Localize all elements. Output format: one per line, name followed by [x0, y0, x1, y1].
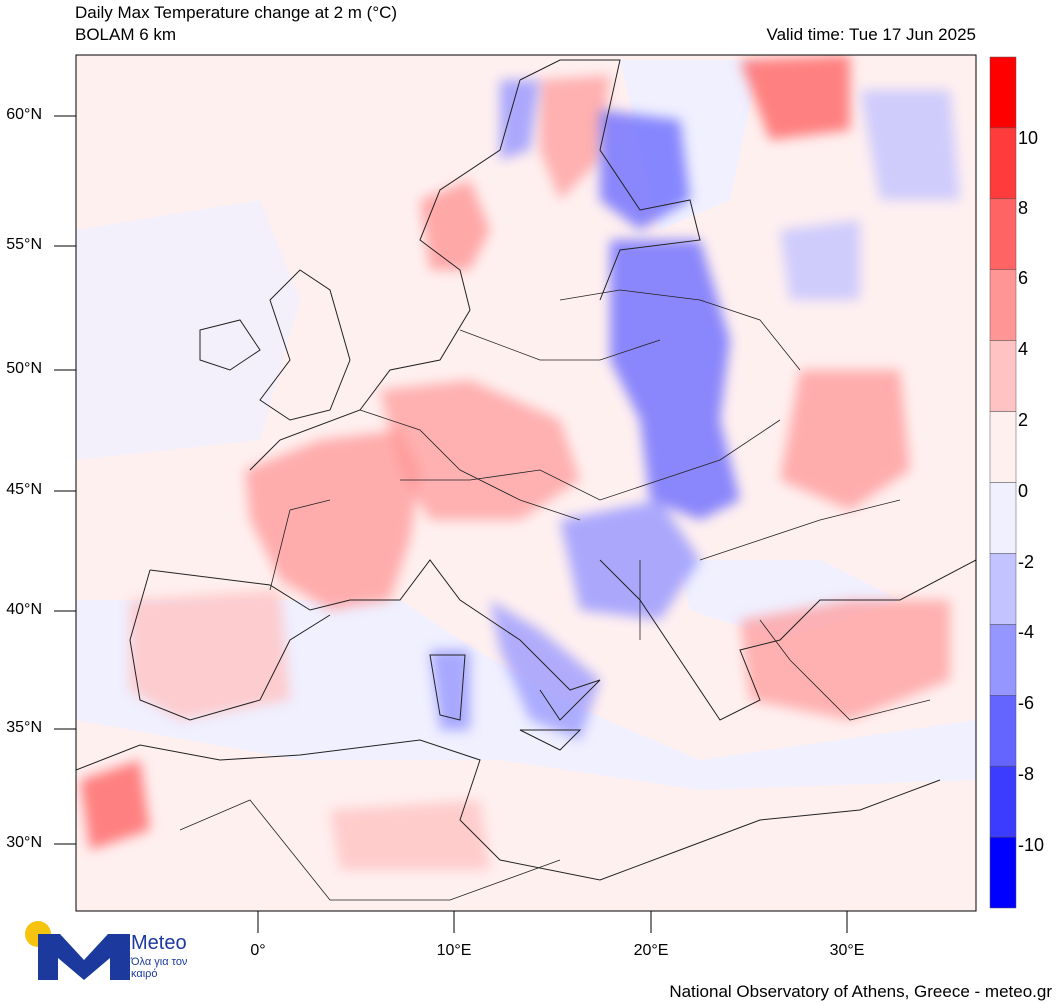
- coastlines: [76, 59, 976, 881]
- colorbar: [989, 56, 1017, 909]
- lat-label-35: 35°N: [6, 719, 42, 736]
- colorbar-swatch: [989, 269, 1017, 341]
- cold-russia-north: [860, 90, 960, 200]
- warm-morocco: [80, 760, 150, 850]
- chart-title: Daily Max Temperature change at 2 m (°C)…: [75, 2, 397, 46]
- lat-label-60: 60°N: [6, 106, 42, 123]
- lat-label-55: 55°N: [6, 236, 42, 253]
- colorbar-label-6: 6: [1018, 268, 1029, 288]
- footer-credit: National Observatory of Athens, Greece -…: [669, 982, 1052, 1001]
- logo-tagline: Όλα για τον καιρό: [131, 956, 188, 980]
- colorbar-label-minus10: -10: [1018, 835, 1045, 855]
- lon-label-10e: 10°E: [436, 942, 472, 959]
- valid-time: Valid time: Tue 17 Jun 2025: [766, 25, 977, 44]
- warm-ukraine: [780, 370, 910, 510]
- colorbar-swatch: [989, 553, 1017, 625]
- colorbar-label-minus6: -6: [1018, 693, 1035, 713]
- cold-sardinia: [430, 650, 470, 730]
- colorbar-swatch: [989, 127, 1017, 200]
- map-frame: [75, 54, 977, 912]
- warm-russia: [740, 55, 850, 140]
- colorbar-swatch: [989, 340, 1017, 412]
- colorbar-swatch: [989, 411, 1017, 483]
- meteo-logo[interactable]: Meteo Όλα για τον καιρό: [24, 920, 204, 980]
- colorbar-swatch: [989, 482, 1017, 554]
- warm-turkey: [740, 600, 950, 720]
- colorbar-label-minus8: -8: [1018, 764, 1035, 784]
- black-sea: [680, 560, 900, 640]
- lon-label-20e: 20°E: [633, 942, 669, 959]
- lat-label-40: 40°N: [6, 601, 42, 618]
- lat-label-30: 30°N: [6, 834, 42, 851]
- lon-label-30e: 30°E: [829, 942, 865, 959]
- warm-iberia: [130, 590, 290, 720]
- warm-sahara: [330, 800, 490, 870]
- borders: [179, 289, 931, 901]
- title-line-1: Daily Max Temperature change at 2 m (°C): [75, 3, 398, 22]
- colorbar-swatch: [989, 836, 1017, 909]
- colorbar-label-4: 4: [1018, 339, 1029, 359]
- warm-norway: [420, 180, 490, 270]
- colorbar-label-minus4: -4: [1018, 622, 1035, 642]
- cold-poland: [610, 240, 740, 520]
- lat-label-45: 45°N: [6, 481, 42, 498]
- warm-sweden: [540, 75, 610, 200]
- cold-italy: [490, 600, 600, 740]
- warm-germany: [380, 380, 580, 520]
- axis-ticks: [54, 115, 848, 933]
- title-line-2: BOLAM 6 km: [75, 25, 177, 44]
- colorbar-label-8: 8: [1018, 198, 1029, 218]
- cold-finland: [600, 110, 690, 230]
- colorbar-label-10: 10: [1018, 128, 1039, 148]
- colorbar-swatch: [989, 198, 1017, 270]
- logo-brand: Meteo: [131, 932, 187, 954]
- colorbar-label-0: 0: [1018, 481, 1029, 501]
- colorbar-swatch: [989, 765, 1017, 838]
- lat-label-50: 50°N: [6, 360, 42, 377]
- lon-label-0: 0°: [250, 942, 266, 959]
- colorbar-label-2: 2: [1018, 410, 1029, 430]
- cold-norway-coast: [500, 80, 540, 160]
- colorbar-swatch: [989, 695, 1017, 767]
- cold-balkans: [560, 500, 700, 620]
- m-logo-icon: [38, 934, 130, 980]
- colorbar-label-minus2: -2: [1018, 552, 1035, 572]
- map-field: [76, 55, 976, 911]
- atlantic-sea: [76, 200, 300, 460]
- colorbar-swatch: [989, 56, 1017, 129]
- warm-france: [245, 430, 420, 610]
- colorbar-swatch: [989, 624, 1017, 696]
- cold-belarus: [780, 220, 860, 300]
